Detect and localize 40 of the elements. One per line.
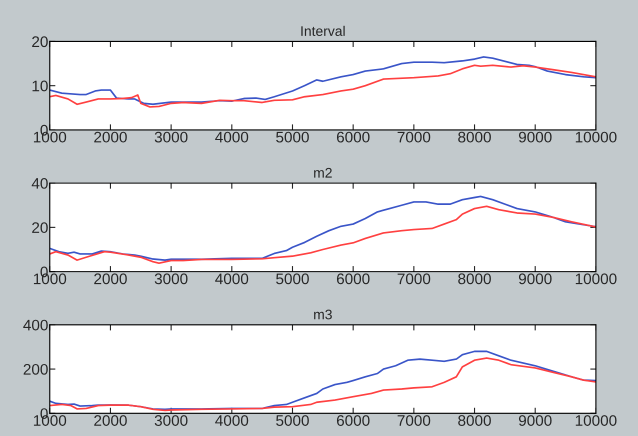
x-tick-label: 2000 <box>94 273 127 284</box>
x-tick-label: 6000 <box>336 273 370 284</box>
y-tick-label: 20 <box>32 36 48 48</box>
x-tick-label: 9000 <box>518 132 552 143</box>
x-tick-label: 2000 <box>94 415 127 426</box>
line-series <box>50 56 596 106</box>
x-tick-label: 5000 <box>276 415 309 426</box>
line-series <box>50 196 596 261</box>
x-tick-label: 3000 <box>154 132 188 143</box>
y-tick-label: 40 <box>32 178 48 189</box>
y-tick-label: 200 <box>24 364 48 375</box>
chart-title: m2 <box>314 168 332 178</box>
line-series <box>50 64 596 108</box>
x-tick-label: 10000 <box>576 415 617 426</box>
y-tick-label: 20 <box>32 222 48 234</box>
x-tick-label: 6000 <box>336 132 370 143</box>
x-tick-label: 3000 <box>154 273 188 284</box>
x-tick-label: 10000 <box>576 273 617 284</box>
chart-title: Interval <box>301 26 345 36</box>
x-tick-label: 3000 <box>154 415 188 426</box>
x-tick-label: 5000 <box>276 273 309 284</box>
y-tick-label: 10 <box>32 80 48 92</box>
x-tick-label: 5000 <box>276 132 309 143</box>
x-tick-label: 6000 <box>336 415 370 426</box>
y-tick-label: 400 <box>23 320 48 331</box>
x-tick-label: 8000 <box>458 132 491 143</box>
x-tick-label: 7000 <box>398 132 430 143</box>
x-tick-label: 9000 <box>518 273 552 284</box>
x-tick-label: 9000 <box>518 415 552 426</box>
line-series <box>50 206 596 264</box>
x-tick-label: 4000 <box>215 132 248 143</box>
x-tick-label: 2000 <box>94 132 127 143</box>
x-tick-label: 7000 <box>398 273 430 284</box>
x-tick-label: 8000 <box>458 415 491 426</box>
x-tick-label: 10000 <box>576 132 617 143</box>
chart-title: m3 <box>314 310 332 320</box>
x-tick-label: 4000 <box>215 273 248 284</box>
x-tick-label: 8000 <box>458 273 491 284</box>
x-tick-label: 4000 <box>215 415 248 426</box>
x-tick-label: 7000 <box>398 415 430 426</box>
